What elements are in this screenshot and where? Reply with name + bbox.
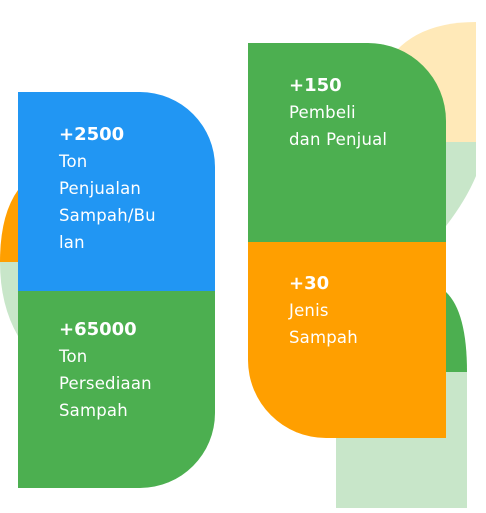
stat-label-stock-line2: Persediaan [59, 374, 152, 393]
stat-label-sales-line4: lan [59, 233, 85, 252]
stat-card-types: +30 Jenis Sampah [248, 242, 446, 438]
stat-label-stock-line1: Ton [59, 347, 88, 366]
stat-value-types: +30 [289, 273, 330, 294]
stat-label-users-line1: Pembeli [289, 103, 356, 122]
stat-value-users: +150 [289, 75, 342, 96]
stat-card-stock: +65000 Ton Persediaan Sampah [18, 291, 215, 488]
stat-label-types-line2: Sampah [289, 328, 358, 347]
deco-lightgreen-bottom-curve [336, 438, 446, 508]
stat-card-sales: +2500 Ton Penjualan Sampah/Bu lan [18, 92, 215, 291]
deco-green-right-quarter [446, 292, 467, 372]
stat-value-stock: +65000 [59, 319, 137, 340]
stat-label-stock-line3: Sampah [59, 401, 128, 420]
stat-label-types-line1: Jenis [289, 301, 329, 320]
stat-card-users: +150 Pembeli dan Penjual [248, 43, 446, 242]
stat-label-sales-line1: Ton [59, 152, 88, 171]
stat-label-users-line2: dan Penjual [289, 130, 388, 149]
stat-label-sales-line3: Sampah/Bu [59, 206, 156, 225]
deco-orange-left [0, 190, 18, 262]
deco-lightgreen-left [0, 262, 18, 336]
stat-label-sales-line2: Penjualan [59, 179, 142, 198]
deco-green-right-upper [446, 142, 476, 226]
stat-value-sales: +2500 [59, 124, 125, 145]
